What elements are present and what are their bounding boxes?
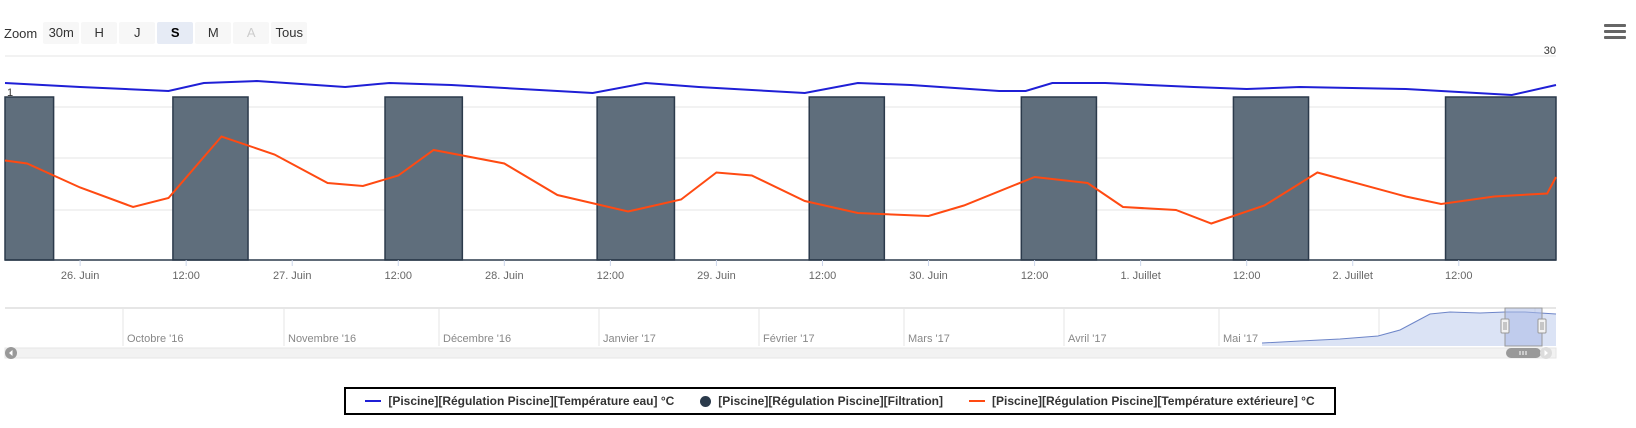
legend-item-water-temp[interactable]: [Piscine][Régulation Piscine][Températur… [365, 394, 674, 408]
x-tick-label: 12:00 [1445, 270, 1473, 282]
filtration-bar [1020, 96, 1098, 261]
water-temp-line [4, 79, 1557, 97]
x-tick-label: 2. Juillet [1333, 270, 1373, 282]
navigator-month-label: Novembre '16 [288, 333, 356, 345]
legend-dot-symbol [700, 395, 712, 407]
x-tick-label: 1. Juillet [1120, 270, 1160, 282]
chevron-right-icon [1544, 350, 1548, 356]
zoom-toolbar: Zoom 30m H J S M A Tous [4, 22, 308, 44]
x-tick-label: 27. Juin [273, 270, 312, 282]
navigator-handle[interactable] [1500, 318, 1510, 334]
zoom-button-all[interactable]: Tous [271, 22, 308, 44]
navigator-month-label: Décembre '16 [443, 333, 511, 345]
navigator-selected-range [1504, 307, 1543, 347]
hamburger-menu-icon[interactable] [1604, 24, 1626, 42]
x-tick-label: 29. Juin [697, 270, 736, 282]
legend-label: [Piscine][Régulation Piscine][Filtration… [718, 394, 943, 408]
navigator-month-label: Mars '17 [908, 333, 950, 345]
x-tick-label: 12:00 [385, 270, 413, 282]
x-tick-label: 12:00 [1233, 270, 1261, 282]
navigator-month-label: Octobre '16 [127, 333, 184, 345]
x-tick-label: 30. Juin [909, 270, 948, 282]
navigator-month-label: Mai '17 [1223, 333, 1258, 345]
x-tick-label: 28. Juin [485, 270, 524, 282]
outdoor-temp-line [4, 135, 1557, 225]
x-tick-label: 12:00 [1021, 270, 1049, 282]
filtration-bar [384, 96, 464, 261]
navigator-handle[interactable] [1537, 318, 1547, 334]
zoom-button-week[interactable]: S [157, 22, 194, 44]
filtration-bar [1232, 96, 1310, 261]
chevron-left-icon [9, 350, 13, 356]
x-tick-label: 12:00 [809, 270, 837, 282]
legend: [Piscine][Régulation Piscine][Températur… [344, 387, 1336, 415]
legend-item-outdoor-temp[interactable]: [Piscine][Régulation Piscine][Températur… [968, 394, 1315, 408]
navigator-month-label: Janvier '17 [603, 333, 656, 345]
filtration-bar [1444, 96, 1557, 261]
chart-svg: 1 30 26. Juin 12:00 27. Juin 12:00 28. Juin 12:… [4, 45, 1557, 359]
legend-label: [Piscine][Régulation Piscine][Températur… [388, 394, 675, 408]
zoom-button-hour[interactable]: H [81, 22, 118, 44]
navigator-month-label: Février '17 [763, 333, 815, 345]
navigator-series-area [1262, 312, 1556, 346]
filtration-bar [808, 96, 886, 261]
y-axis-label-filtration: 1 [7, 87, 13, 99]
legend-label: [Piscine][Régulation Piscine][Températur… [991, 394, 1315, 408]
x-tick-label: 12:00 [597, 270, 625, 282]
x-tick-label: 26. Juin [61, 270, 100, 282]
y-axis-label-water-temp: 30 [1544, 45, 1556, 57]
filtration-bar [4, 96, 55, 261]
navigator-month-label: Avril '17 [1068, 333, 1107, 345]
scrollbar-track [4, 347, 1557, 359]
zoom-button-30m[interactable]: 30m [43, 22, 80, 44]
legend-line-symbol [968, 400, 985, 402]
legend-item-filtration[interactable]: [Piscine][Régulation Piscine][Filtration… [700, 394, 943, 408]
zoom-button-month[interactable]: M [195, 22, 232, 44]
filtration-bar [596, 96, 676, 261]
zoom-button-day[interactable]: J [119, 22, 156, 44]
legend-line-symbol [365, 400, 382, 402]
zoom-button-year: A [233, 22, 270, 44]
x-tick-label: 12:00 [172, 270, 200, 282]
zoom-label: Zoom [4, 25, 38, 41]
